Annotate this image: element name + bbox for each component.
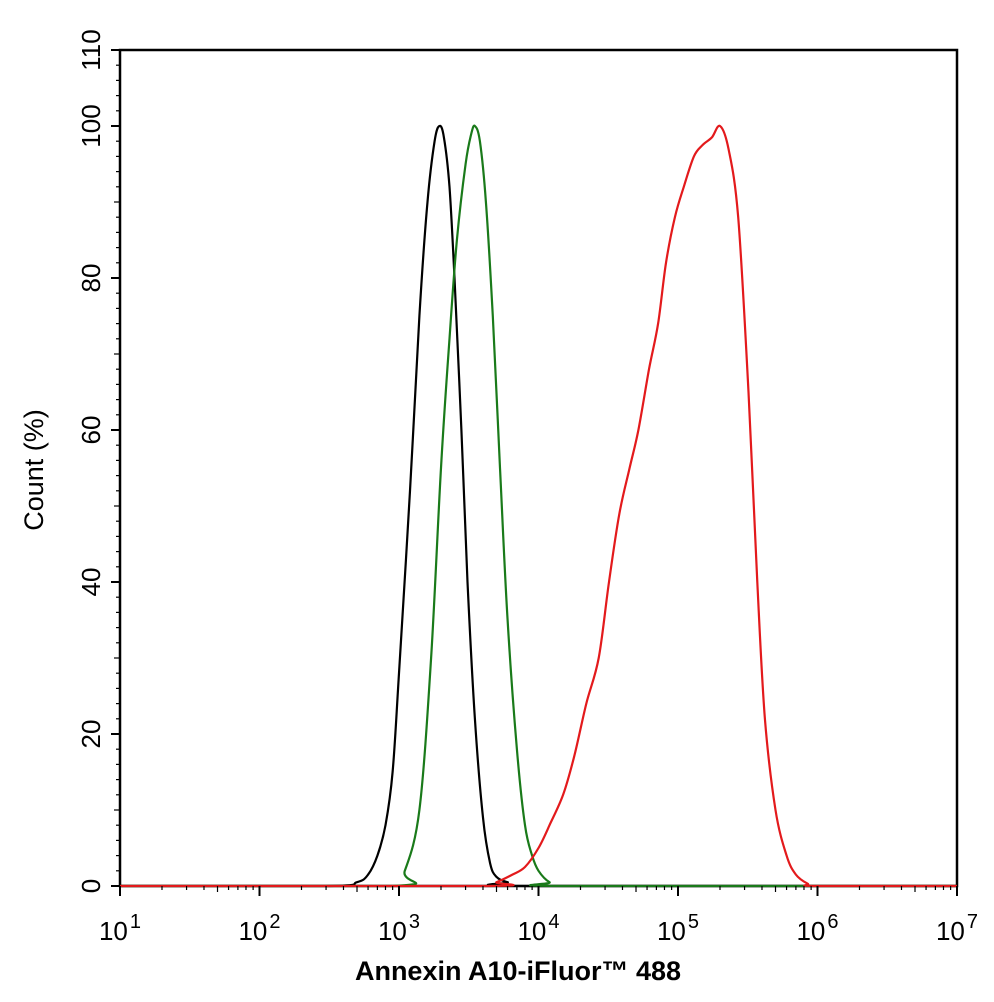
y-axis: 0 20 40 60 80 100 110 (76, 29, 120, 893)
y-tick-label: 100 (76, 104, 106, 147)
x-tick-label: 10 5 (657, 911, 699, 946)
curves-layer (120, 124, 957, 888)
x-tick-label: 10 1 (99, 911, 141, 946)
y-axis-title: Count (%) (19, 409, 49, 531)
x-tick-label: 10 3 (378, 911, 420, 946)
x-tick-label: 10 6 (796, 911, 838, 946)
series-line-3 (120, 124, 957, 888)
x-axis: 10 1 10 2 10 3 10 4 10 5 10 6 10 7 (99, 886, 978, 946)
x-tick-label: 10 7 (936, 911, 978, 946)
y-tick-label: 80 (76, 264, 106, 293)
x-tick-label: 10 2 (238, 911, 280, 946)
y-tick-label: 60 (76, 416, 106, 445)
y-tick-label: 20 (76, 720, 106, 749)
y-tick-label: 40 (76, 568, 106, 597)
series-line-1 (120, 124, 957, 888)
plot-frame (118, 48, 959, 888)
y-tick-label: 110 (76, 29, 106, 70)
y-tick-label: 0 (76, 879, 106, 893)
x-axis-title: Annexin A10-iFluor™ 488 (355, 956, 681, 986)
x-tick-label: 10 4 (517, 911, 559, 946)
series-line-2 (120, 124, 957, 888)
